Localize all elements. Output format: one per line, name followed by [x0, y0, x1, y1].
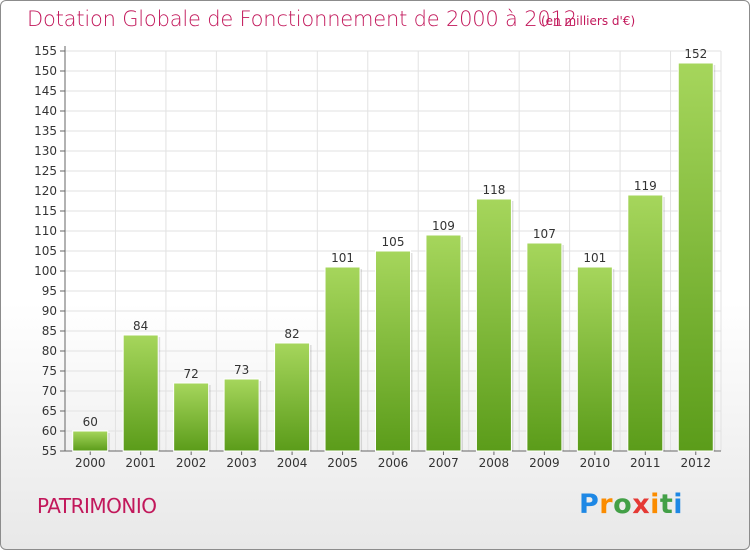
bar-value-label: 109	[432, 219, 455, 233]
bar	[526, 242, 563, 452]
x-tick-label: 2004	[277, 456, 308, 470]
bar	[475, 198, 512, 452]
bars	[72, 62, 716, 452]
bar-value-label: 82	[284, 327, 299, 341]
bar	[173, 382, 210, 452]
axes: 55 60 65 70 75 80 85 90 95 100 105 110 115 120 125 130 1…	[34, 44, 721, 458]
bar	[274, 342, 311, 452]
y-tick-label: 125	[34, 164, 57, 178]
y-tick-label: 145	[34, 84, 57, 98]
x-tick-label: 2009	[529, 456, 560, 470]
y-tick-label: 80	[42, 344, 57, 358]
bar-value-label: 84	[133, 319, 148, 333]
x-tick-label: 2012	[680, 456, 711, 470]
y-tick-label: 95	[42, 284, 57, 298]
y-tick-label: 120	[34, 184, 57, 198]
bar	[627, 194, 664, 452]
y-tick-label: 135	[34, 124, 57, 138]
x-tick-label: 2007	[428, 456, 459, 470]
y-tick-label: 130	[34, 144, 57, 158]
commune-name: PATRIMONIO	[37, 494, 157, 518]
x-tick-label: 2001	[125, 456, 156, 470]
x-tick-label: 2011	[630, 456, 661, 470]
bar-value-label: 119	[634, 179, 657, 193]
bar	[375, 250, 411, 452]
y-tick-label: 85	[42, 324, 57, 338]
x-tick-label: 2008	[479, 456, 510, 470]
bar-value-label: 107	[533, 227, 556, 241]
chart-title: Dotation Globale de Fonctionnement de 20…	[27, 7, 577, 31]
bar	[425, 234, 462, 452]
y-tick-label: 100	[34, 264, 57, 278]
y-tick-label: 115	[34, 204, 57, 218]
bar	[324, 266, 361, 452]
bar-value-label: 105	[382, 235, 405, 249]
y-tick-label: 140	[34, 104, 57, 118]
proxiti-logo: Proxiti	[579, 489, 684, 520]
bar	[677, 62, 714, 452]
y-tick-label: 150	[34, 64, 57, 78]
bar-value-label: 60	[83, 415, 98, 429]
bar	[223, 378, 260, 452]
y-tick-label: 75	[42, 364, 57, 378]
y-tick-label: 60	[42, 424, 57, 438]
y-tick-label: 155	[34, 44, 57, 58]
bar-value-label: 72	[184, 367, 199, 381]
bar-value-label: 152	[684, 47, 707, 61]
labels: 60 2000 84 2001 72 2002 73 2003 82 2004 101 2005 105…	[75, 47, 711, 470]
y-tick-label: 70	[42, 384, 57, 398]
bar	[576, 266, 613, 452]
x-tick-label: 2005	[327, 456, 358, 470]
x-tick-label: 2003	[226, 456, 257, 470]
y-tick-label: 65	[42, 404, 57, 418]
x-tick-label: 2002	[176, 456, 207, 470]
x-tick-label: 2010	[580, 456, 611, 470]
y-tick-label: 105	[34, 244, 57, 258]
y-tick-label: 55	[42, 444, 57, 458]
x-tick-label: 2006	[378, 456, 409, 470]
bar-value-label: 73	[234, 363, 249, 377]
bar	[122, 334, 159, 452]
x-tick-label: 2000	[75, 456, 106, 470]
bar-value-label: 101	[583, 251, 606, 265]
y-tick-label: 90	[42, 304, 57, 318]
bar	[72, 430, 109, 452]
bar-value-label: 118	[482, 183, 505, 197]
bar-chart: 55 60 65 70 75 80 85 90 95 100 105 110 115 120 125 130 1…	[34, 44, 722, 470]
bar-value-label: 101	[331, 251, 354, 265]
chart-unit-subtitle: (en milliers d'€)	[541, 14, 636, 28]
y-tick-label: 110	[34, 224, 57, 238]
